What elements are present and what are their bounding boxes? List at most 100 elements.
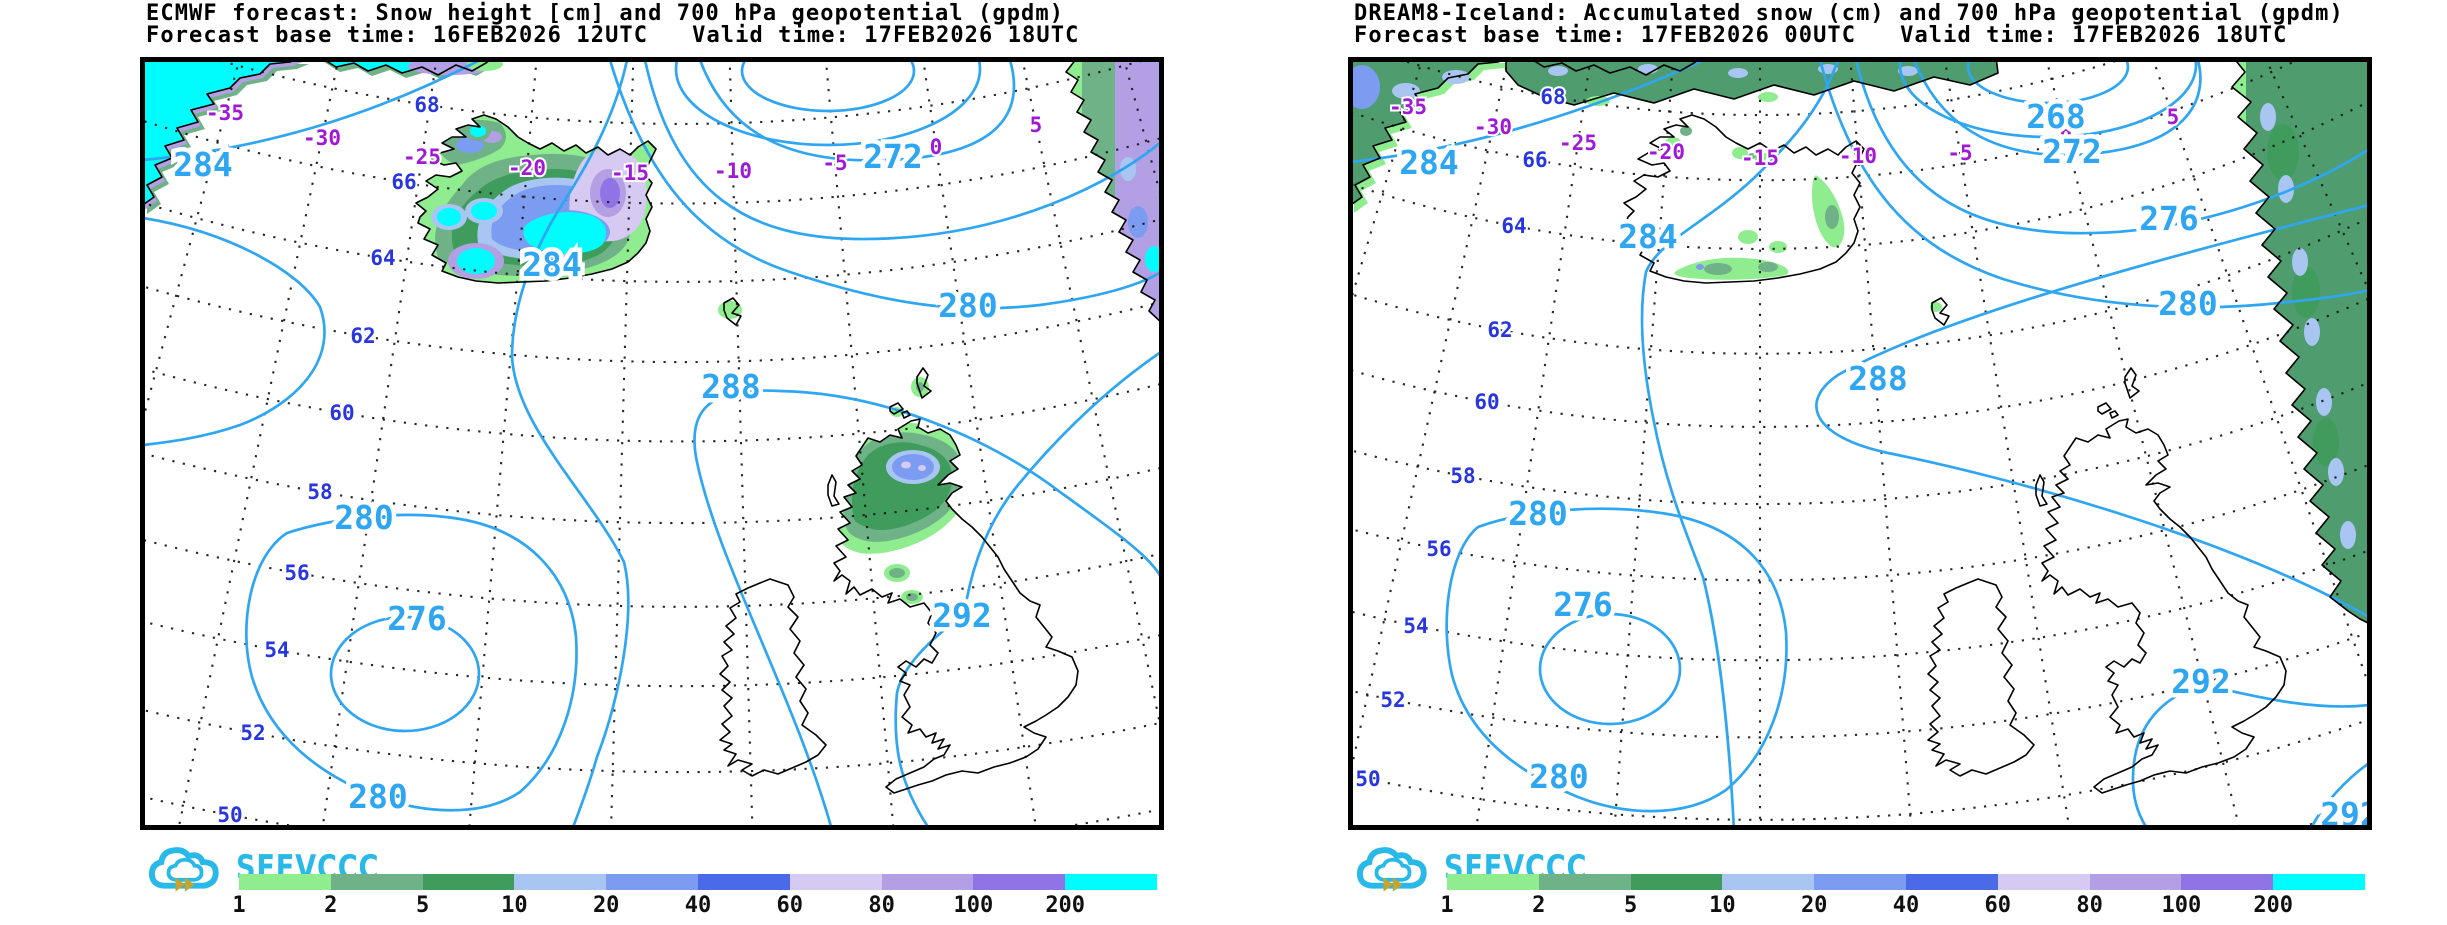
coastline [1065,60,1161,324]
coastline-layer [1351,60,2369,794]
snow-area [1704,263,1732,275]
contour-label: 288 [1848,359,1908,398]
legend-tick-label: 1 [232,893,246,918]
latitude-label: 60 [329,401,354,425]
longitude-gridline [1943,60,2071,827]
panel-titles-dream8: DREAM8-Iceland: Accumulated snow (cm) an… [1354,3,2344,47]
legend-tick-label: 60 [776,893,804,918]
longitude-label: -35 [206,101,244,125]
latitude-label: 64 [370,246,395,270]
longitude-gridline [824,60,895,827]
cloud-icon [1356,847,1427,892]
snow-area [2313,418,2339,466]
snow-area [1145,246,1161,272]
snow-area [892,454,934,480]
longitude-label: -5 [1947,141,1972,165]
latitude-gridline [1351,630,2369,738]
map-content: -35 -30 -25 -20 -15 -10 -5 0 5 68 66 64 62 60 58 56 54 52… [1351,60,2369,827]
map-label-layer: -35 -30 -25 -20 -15 -10 -5 0 5 68 66 64 62 60 58 56 54 52… [1353,83,2369,827]
legend-color-segment [1997,874,2090,890]
map-border [140,57,1164,830]
contour-label: 272 [863,137,923,176]
geopotential-contour [1351,60,1706,164]
latitude-label: 56 [284,561,309,585]
coastline [1931,297,1950,326]
snow-area [470,125,486,137]
snow-area [1825,205,1839,229]
latitude-label: 68 [414,93,439,117]
panel-subtitle-dream8: Forecast base time: 17FEB2026 00UTC Valid… [1354,25,2344,47]
geopotential-contour [510,60,630,827]
legend-tick-label: 100 [2161,893,2202,918]
coastline [833,418,1079,794]
geopotential-contour [1818,60,2369,309]
legend-tick-label: 80 [868,893,895,918]
legend-tick-label: 40 [1892,893,1920,918]
longitude-label: 0 [930,135,943,159]
snow-area [1351,65,1380,109]
coastline-layer [143,60,1161,794]
snow-area [600,178,620,208]
longitude-label: -30 [303,126,341,150]
legend-color-segment [1447,874,1539,890]
map-content: -35 -30 -25 -20 -15 -10 -5 0 5 68 66 64 62 60 58 56 54 52… [143,60,1161,827]
snow-area [1758,92,1778,102]
latitude-gridline [1351,718,2369,821]
coastline [1927,578,2035,777]
snow-area [1680,126,1692,136]
longitude-gridline [2045,60,2241,827]
snow-area [2328,458,2344,486]
snow-area [2278,175,2294,203]
snow-area [2260,103,2276,131]
longitude-gridline [1475,60,1592,827]
latitude-label: 54 [1403,614,1428,638]
legend-color-segment [422,874,515,890]
latitude-label: 62 [1487,318,1512,342]
geopotential-contour [1854,60,2369,235]
legend-tick-label: 20 [592,893,620,918]
legend-color-segment [514,874,607,890]
legend-tick-label: 20 [1800,893,1828,918]
longitude-label: 5 [1030,113,1043,137]
contour-label: 276 [387,599,447,638]
coastline [143,60,297,206]
snow-area [1748,153,1756,159]
coastline [889,402,911,419]
snow-area [1898,66,1918,76]
legend-tick-label: 5 [1623,893,1638,918]
snow-area [1392,83,1420,99]
snow-legend-dream8: 1 2 5 10 20 40 60 80 100 200 [1440,874,2377,918]
legend-colorbar [1447,874,2365,890]
geopotential-contour [143,216,326,447]
contour-label: 288 [701,367,761,406]
base-time-label: Forecast base time: [1354,23,1627,48]
snow-area [1665,137,1681,149]
legend-color-segment [2181,874,2274,890]
longitude-label: -10 [1839,144,1877,168]
contour-label: 292 [2171,662,2231,701]
latitude-label: 58 [1450,464,1475,488]
snow-area [457,248,495,274]
longitude-gridline [1849,60,1913,827]
latitude-label: 66 [391,170,416,194]
snow-area [947,605,957,613]
longitude-gridline [2265,60,2369,294]
snow-area [1758,262,1778,272]
geopotential-contour [740,60,916,113]
latitude-label: 52 [1380,688,1405,712]
contour-label: 280 [2158,284,2218,323]
snow-area [143,60,295,205]
geopotential-contour-layer [1351,60,2369,827]
geopotential-contour [674,60,982,147]
contour-label: 284 [173,145,233,184]
coastline [1623,114,1865,284]
longitude-label: -20 [1647,140,1685,164]
longitude-label: -5 [822,151,847,175]
longitude-label: -25 [403,145,441,169]
longitude-gridline [468,60,538,827]
geopotential-contour [894,350,1161,827]
contour-label: 284 [1618,217,1678,256]
snow-area [918,465,926,471]
cloud-icon [148,847,219,892]
